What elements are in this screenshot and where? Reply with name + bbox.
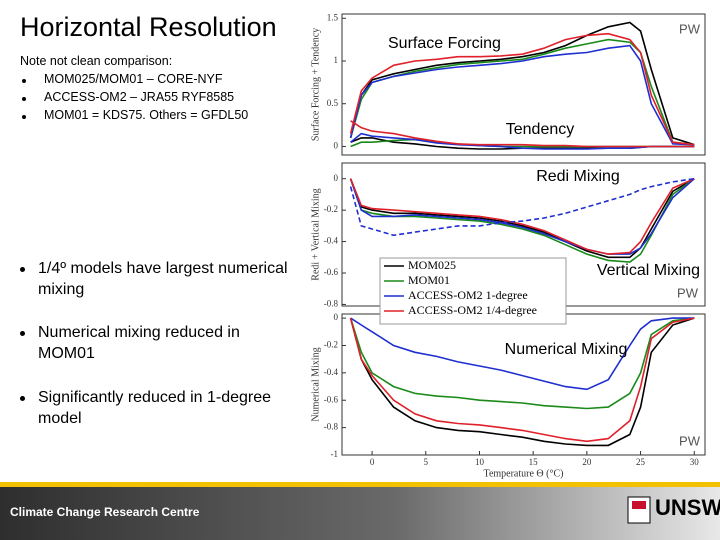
note-item: MOM025/MOM01 – CORE-NYF [44,72,223,86]
y-tick-label: 0 [334,312,339,322]
y-tick-label: -0.2 [324,340,338,350]
note: Note not clean comparison: [20,54,173,68]
annotation: Surface Forcing [388,35,501,52]
y-tick-label: -0.6 [324,394,339,404]
data-line [349,177,695,255]
bullet-text: Significantly reduced in 1-degree model [38,389,272,427]
annotation: PW [679,21,701,36]
x-tick-label: 15 [529,457,539,467]
y-tick-label: 0 [334,173,339,183]
x-tick-label: 10 [475,457,485,467]
legend-label: MOM01 [408,273,450,287]
legend-label: ACCESS-OM2 1-degree [408,288,528,302]
x-tick-label: 5 [424,457,429,467]
data-line [349,21,695,146]
y-tick-label: -0.6 [324,267,339,277]
annotation: PW [677,285,699,300]
note-bullet [22,115,26,119]
y-axis-label: Numerical Mixing [310,347,321,421]
data-line [349,44,695,146]
y-tick-label: -0.4 [324,236,339,246]
bullet-marker [20,331,25,336]
y-tick-label: -0.8 [324,422,339,432]
footer-text: Climate Change Research Centre [10,505,200,519]
data-line [350,120,695,148]
legend-box [379,257,567,325]
annotation: Vertical Mixing [597,262,700,279]
note-bullet [22,97,26,101]
y-tick-label: -0.2 [324,204,338,214]
note-bullet [22,79,26,83]
logo-text: UNSW [655,495,720,520]
note-item: ACCESS-OM2 – JRA55 RYF8585 [44,90,235,104]
data-line [349,317,695,410]
logo-crest-band [632,501,646,509]
y-tick-label: 0.5 [327,98,339,108]
y-tick-label: -0.8 [324,298,339,308]
bullet-marker [20,267,25,272]
y-tick-label: 1 [334,55,339,65]
x-axis-label: Temperature Θ (°C) [484,468,564,479]
bullet-marker [20,396,25,401]
plot-area [341,13,706,156]
y-axis-label: Redi + Vertical Mixing [310,188,321,280]
x-tick-label: 0 [370,457,375,467]
annotation: Numerical Mixing [505,341,628,358]
data-line [349,317,695,447]
x-tick-label: 25 [636,457,646,467]
annotation: Tendency [506,121,575,138]
logo-crest [627,496,651,524]
x-tick-label: 30 [690,457,700,467]
y-tick-label: -1 [331,449,339,459]
data-line [350,317,695,391]
note-item: MOM01 = KDS75. Others = GFDL50 [44,108,249,122]
legend-label: ACCESS-OM2 1/4-degree [408,303,537,317]
slide-title: Horizontal Resolution [20,12,277,42]
legend-label: MOM025 [408,258,456,272]
data-line [349,177,695,237]
y-tick-label: 1.5 [327,12,339,22]
data-line [349,178,695,255]
y-axis-label: Surface Forcing + Tendency [310,28,321,141]
bullet-text: Numerical mixing reduced in MOM01 [38,324,240,362]
data-line [349,32,695,146]
data-line [349,317,695,443]
annotation: PW [679,433,701,448]
footer-stripe [0,482,720,487]
y-tick-label: 0 [334,141,339,151]
annotation: Redi Mixing [536,168,620,185]
x-tick-label: 20 [582,457,592,467]
footer-band [0,487,720,540]
bullet-text: 1/4º models have largest numerical mixin… [38,260,288,298]
y-tick-label: -0.4 [324,367,339,377]
